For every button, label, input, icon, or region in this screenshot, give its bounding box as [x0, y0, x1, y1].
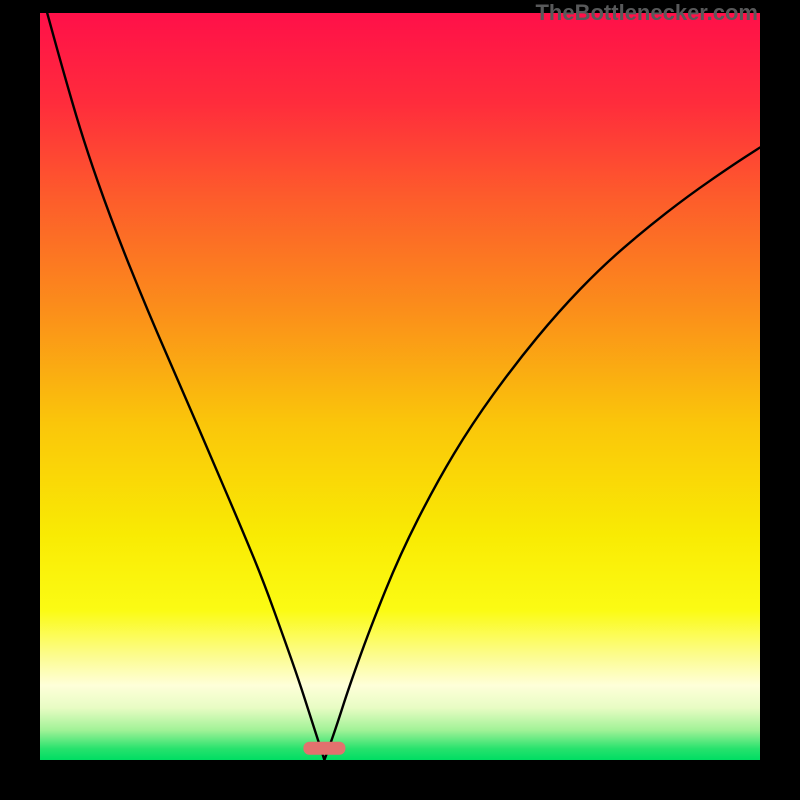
watermark-text: TheBottlenecker.com	[535, 0, 758, 26]
chart-svg	[40, 13, 760, 760]
plot-area	[40, 13, 760, 760]
vertex-marker	[303, 742, 345, 755]
gradient-background	[40, 13, 760, 760]
chart-frame: TheBottlenecker.com	[0, 0, 800, 800]
